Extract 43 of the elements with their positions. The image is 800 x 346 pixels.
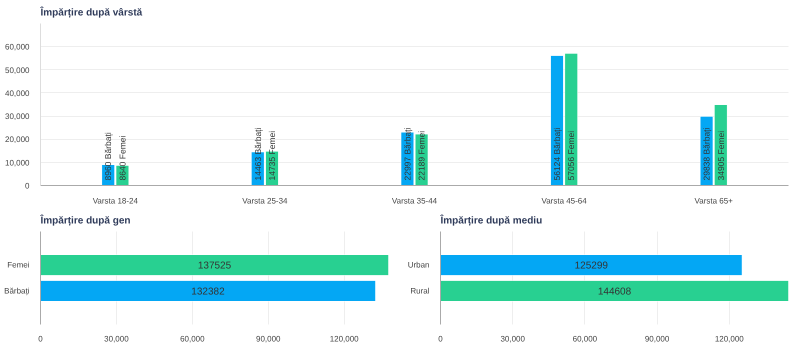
x-tick-label: Varsta 18-24 <box>92 196 138 206</box>
y-tick-label: Femei <box>7 260 30 270</box>
data-label: 8960 Bărbați <box>103 132 114 180</box>
x-tick-label: 90,000 <box>256 334 282 344</box>
x-tick-label: 30,000 <box>104 334 130 344</box>
x-tick-label: Varsta 45-64 <box>541 196 588 206</box>
data-label: 14463 Bărbați <box>252 127 263 180</box>
data-label: 132382 <box>191 286 226 298</box>
x-tick-label: Varsta 35-44 <box>392 196 438 206</box>
data-label: 57056 Femei <box>566 130 576 180</box>
y-tick-label: 10,000 <box>5 158 30 168</box>
data-label: 29838 Bărbați <box>702 127 712 180</box>
x-tick-label: 60,000 <box>572 334 598 344</box>
chart-title: Împărțire după gen <box>40 214 131 226</box>
x-tick-label: 90,000 <box>644 334 670 344</box>
data-label: 56124 Bărbați <box>552 127 562 180</box>
y-tick-label: 0 <box>25 182 30 190</box>
y-tick-label: 30,000 <box>5 112 30 122</box>
x-tick-label: 120,000 <box>330 334 360 344</box>
y-tick-label: 40,000 <box>5 88 30 98</box>
x-tick-label: Varsta 25-34 <box>242 196 288 206</box>
x-tick-label: 120,000 <box>714 334 744 344</box>
data-label: 34905 Femei <box>716 130 726 180</box>
x-tick-label: 30,000 <box>500 334 526 344</box>
x-tick-label: Varsta 65+ <box>694 196 734 206</box>
x-tick-label: 0 <box>438 334 444 344</box>
data-label: 137525 <box>198 260 232 272</box>
y-tick-label: 50,000 <box>5 66 30 75</box>
data-label: 8640 Femei <box>117 136 128 180</box>
data-label: 144608 <box>598 286 632 298</box>
x-tick-label: 0 <box>38 334 44 344</box>
data-label: 14735 Femei <box>267 130 278 180</box>
y-tick-label: 20,000 <box>5 135 30 144</box>
x-tick-label: 60,000 <box>180 334 206 344</box>
chart-title: Împărțire după vârstă <box>40 6 143 18</box>
data-label: 125299 <box>574 260 608 272</box>
chart-title: Împărțire după mediu <box>440 214 542 226</box>
data-label: 22997 Bărbați <box>402 127 412 180</box>
y-tick-label: 60,000 <box>5 42 30 52</box>
y-tick-label: Urban <box>408 260 430 270</box>
y-tick-label: Bărbați <box>4 286 30 296</box>
y-tick-label: Rural <box>410 286 430 296</box>
data-label: 22189 Femei <box>416 130 427 180</box>
